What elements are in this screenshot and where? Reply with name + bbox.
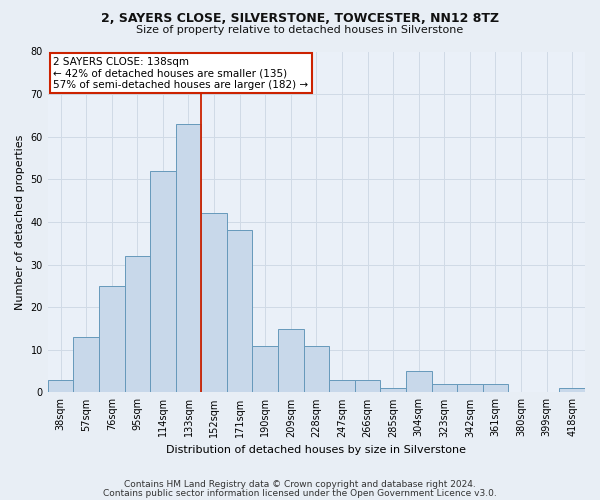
Bar — [329, 380, 355, 392]
Bar — [253, 346, 278, 393]
Bar — [48, 380, 73, 392]
Bar — [176, 124, 201, 392]
Bar — [355, 380, 380, 392]
Text: 2 SAYERS CLOSE: 138sqm
← 42% of detached houses are smaller (135)
57% of semi-de: 2 SAYERS CLOSE: 138sqm ← 42% of detached… — [53, 56, 308, 90]
Bar — [99, 286, 125, 393]
Text: Size of property relative to detached houses in Silverstone: Size of property relative to detached ho… — [136, 25, 464, 35]
Bar — [482, 384, 508, 392]
Bar — [227, 230, 253, 392]
Bar — [380, 388, 406, 392]
Bar — [73, 337, 99, 392]
Text: 2, SAYERS CLOSE, SILVERSTONE, TOWCESTER, NN12 8TZ: 2, SAYERS CLOSE, SILVERSTONE, TOWCESTER,… — [101, 12, 499, 26]
Y-axis label: Number of detached properties: Number of detached properties — [15, 134, 25, 310]
Bar — [406, 371, 431, 392]
Text: Contains public sector information licensed under the Open Government Licence v3: Contains public sector information licen… — [103, 489, 497, 498]
Bar — [457, 384, 482, 392]
Text: Contains HM Land Registry data © Crown copyright and database right 2024.: Contains HM Land Registry data © Crown c… — [124, 480, 476, 489]
Bar — [150, 171, 176, 392]
Bar — [201, 214, 227, 392]
Bar — [304, 346, 329, 393]
Bar — [125, 256, 150, 392]
Bar — [431, 384, 457, 392]
Bar — [278, 328, 304, 392]
Bar — [559, 388, 585, 392]
X-axis label: Distribution of detached houses by size in Silverstone: Distribution of detached houses by size … — [166, 445, 466, 455]
